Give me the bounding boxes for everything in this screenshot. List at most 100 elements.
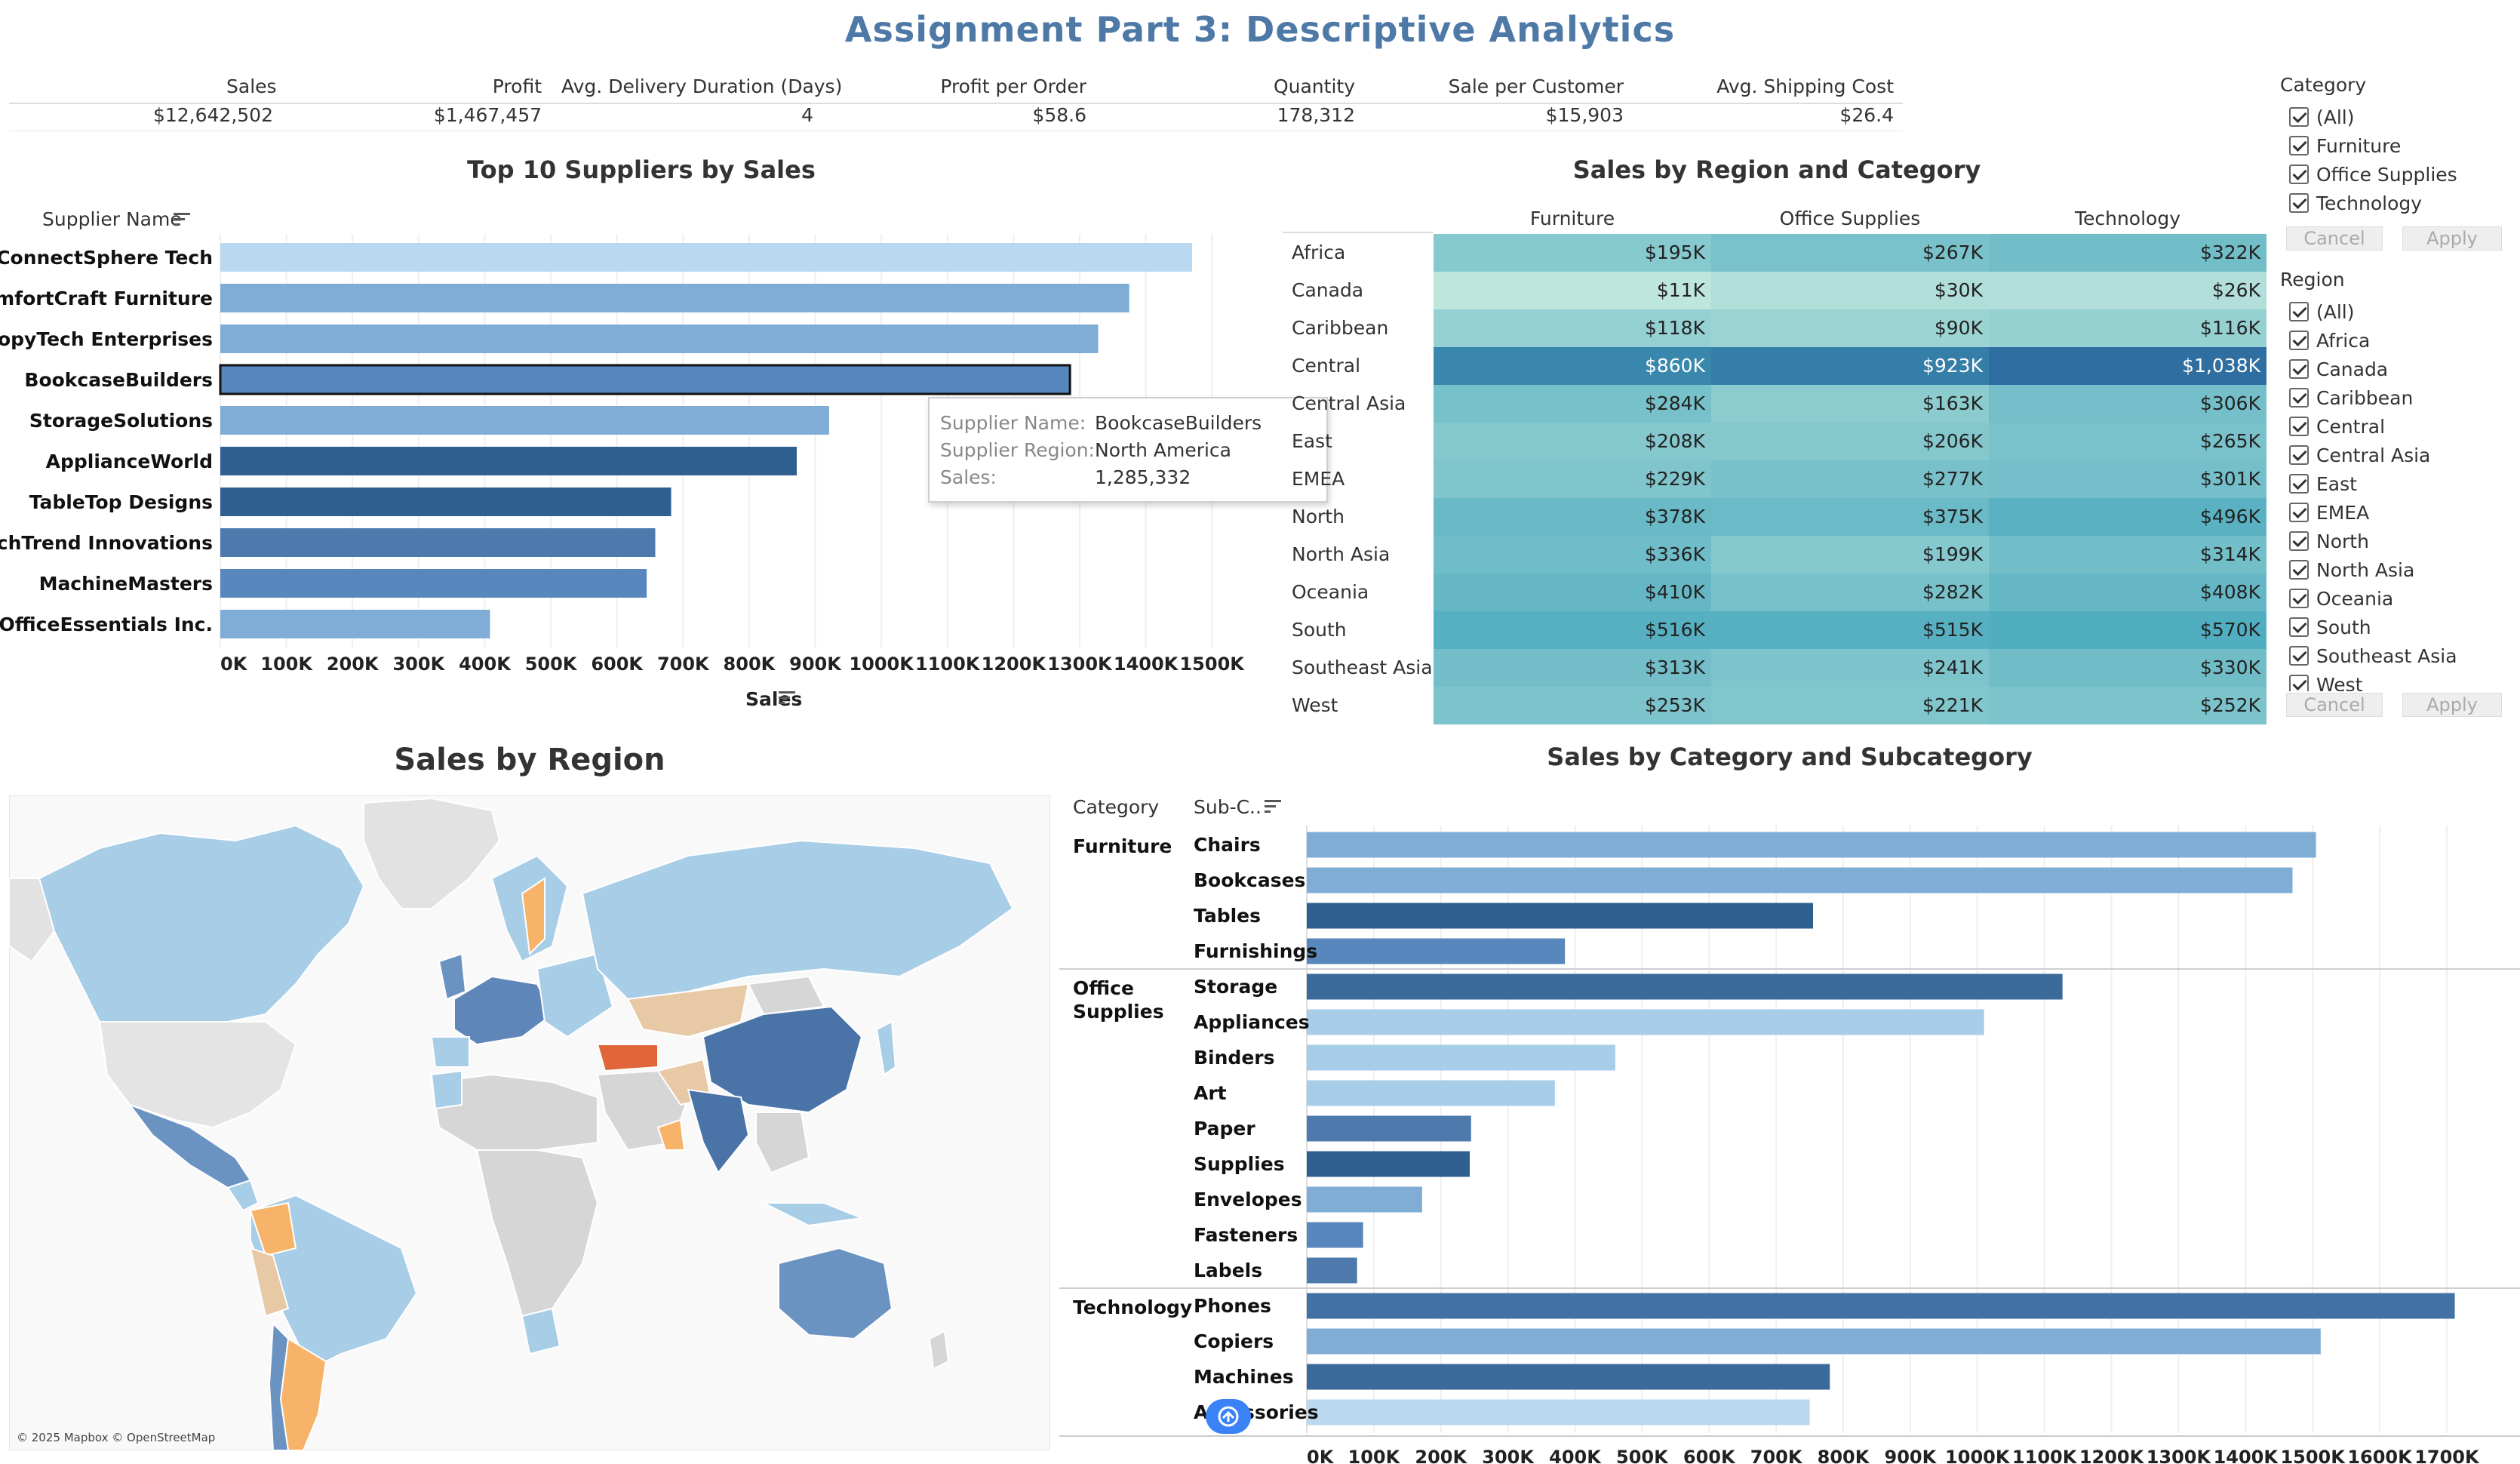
heatmap-cell[interactable] [1989,611,2266,649]
region-apply-button[interactable]: Apply [2402,693,2502,717]
subcategory-bar[interactable] [1307,903,1814,929]
checkbox-checked-icon[interactable] [2289,617,2309,637]
filter-option[interactable]: West [2289,672,2362,691]
map-region-north-africa[interactable] [430,1073,598,1151]
kpi-delivery[interactable]: Avg. Delivery Duration (Days) 4 [545,75,842,133]
heatmap-cell[interactable] [1711,460,1989,498]
subcategory-bar[interactable] [1307,832,2316,858]
filter-option[interactable]: Africa [2289,328,2370,353]
checkbox-checked-icon[interactable] [2289,302,2309,321]
checkbox-checked-icon[interactable] [2289,388,2309,408]
supplier-bar[interactable] [220,243,1192,272]
map-region-greenland[interactable] [363,797,501,909]
supplier-bar[interactable] [220,406,829,435]
subcategory-bar[interactable] [1307,1044,1615,1071]
heatmap-cell[interactable] [1711,309,1989,347]
subcategory-label[interactable]: Supplies [1194,1153,1285,1175]
map-region-southeast-asia[interactable] [755,1112,810,1174]
map-region-alaska[interactable] [9,878,56,963]
checkbox-checked-icon[interactable] [2289,675,2309,691]
region-filter-list[interactable]: (All) Africa Canada Caribbean Central Central… [2280,299,2506,691]
kpi-sale-per-customer[interactable]: Sale per Customer $15,903 [1355,75,1624,133]
heatmap-cell[interactable] [1434,611,1711,649]
subcategory-bar[interactable] [1307,1080,1555,1106]
filter-option[interactable]: North [2289,528,2369,554]
subcategory-label[interactable]: Art [1194,1082,1227,1104]
heatmap-cell[interactable] [1989,498,2266,536]
heatmap-cell[interactable] [1711,234,1989,272]
filter-option[interactable]: Central Asia [2289,442,2430,468]
map-region-spain[interactable] [430,1036,470,1068]
sales-map[interactable] [9,795,1050,1450]
subcat-chart[interactable]: Furniture Chairs Bookcases Tables Furnishing… [1059,785,2520,1464]
supplier-bar[interactable] [220,569,647,598]
supplier-bar[interactable] [220,324,1099,353]
subcategory-label[interactable]: Machines [1194,1366,1294,1388]
subcategory-bar[interactable] [1307,1399,1810,1426]
region-category-heatmap[interactable]: Furniture Office Supplies Technology Afric… [1283,196,2271,724]
heatmap-cell[interactable] [1434,687,1711,724]
kpi-shipping-cost[interactable]: Avg. Shipping Cost $26.4 [1624,75,1894,133]
map-region-turkey[interactable] [596,1044,659,1072]
heatmap-row-label[interactable]: Southeast Asia [1292,657,1433,678]
supplier-label[interactable]: StorageSolutions [29,410,213,432]
map-region-central-america[interactable] [226,1179,260,1212]
heatmap-row-label[interactable]: Africa [1292,241,1345,263]
map-region-china[interactable] [702,1005,863,1114]
region-cancel-button[interactable]: Cancel [2286,693,2383,717]
heatmap-row-label[interactable]: Canada [1292,279,1363,301]
category-label[interactable]: Technology [1073,1296,1192,1318]
kpi-profit-per-order[interactable]: Profit per Order $58.6 [816,75,1086,133]
supplier-bar[interactable] [220,284,1129,312]
filter-option[interactable]: East [2289,471,2357,497]
subcategory-label[interactable]: Furnishings [1194,940,1317,962]
supplier-bar[interactable] [220,610,490,638]
subcategory-label[interactable]: Chairs [1194,834,1261,856]
checkbox-checked-icon[interactable] [2289,331,2309,350]
kpi-quantity[interactable]: Quantity 178,312 [1086,75,1355,133]
map-region-indonesia[interactable] [763,1202,865,1227]
subcategory-bar[interactable] [1307,1151,1470,1177]
heatmap-cell[interactable] [1434,460,1711,498]
heatmap-cell[interactable] [1711,272,1989,309]
heatmap-cell[interactable] [1434,347,1711,385]
checkbox-checked-icon[interactable] [2289,474,2309,494]
map-region-mongolia[interactable] [747,975,825,1016]
map-region-western-europe[interactable] [453,975,554,1046]
subcategory-label[interactable]: Fasteners [1194,1224,1298,1246]
heatmap-cell[interactable] [1434,272,1711,309]
filter-option[interactable]: Furniture [2289,133,2401,158]
scroll-top-button[interactable] [1206,1399,1251,1434]
heatmap-cell[interactable] [1989,423,2266,460]
filter-option[interactable]: (All) [2289,104,2355,130]
heatmap-cell[interactable] [1989,347,2266,385]
supplier-label[interactable]: ComfortCraft Furniture [0,288,213,309]
supplier-label[interactable]: CopyTech Enterprises [0,328,213,350]
category-label[interactable]: Supplies [1073,1001,1164,1023]
checkbox-checked-icon[interactable] [2289,359,2309,379]
filter-option[interactable]: North Asia [2289,557,2414,583]
heatmap-row-label[interactable]: Central Asia [1292,392,1406,414]
map-region-morocco[interactable] [430,1069,463,1110]
sort-icon[interactable] [1265,800,1281,813]
filter-option[interactable]: Southeast Asia [2289,643,2457,669]
subcategory-bar[interactable] [1307,1328,2321,1355]
heatmap-row-label[interactable]: Oceania [1292,581,1369,603]
subcategory-bar[interactable] [1307,938,1566,964]
supplier-label[interactable]: ApplianceWorld [46,451,213,472]
subcategory-label[interactable]: Appliances [1194,1011,1310,1033]
filter-option[interactable]: Office Supplies [2289,161,2457,187]
sort-icon[interactable] [174,213,190,226]
filter-option[interactable]: Technology [2289,190,2422,216]
kpi-profit[interactable]: Profit $1,467,457 [279,75,545,133]
map-region-australia[interactable] [778,1247,893,1340]
heatmap-cell[interactable] [1711,649,1989,687]
heatmap-cell[interactable] [1989,460,2266,498]
subcategory-bar[interactable] [1307,1186,1422,1213]
checkbox-checked-icon[interactable] [2289,531,2309,551]
heatmap-cell[interactable] [1989,649,2266,687]
checkbox-checked-icon[interactable] [2289,165,2309,184]
filter-option[interactable]: (All) [2289,299,2355,324]
checkbox-checked-icon[interactable] [2289,503,2309,522]
checkbox-checked-icon[interactable] [2289,560,2309,580]
